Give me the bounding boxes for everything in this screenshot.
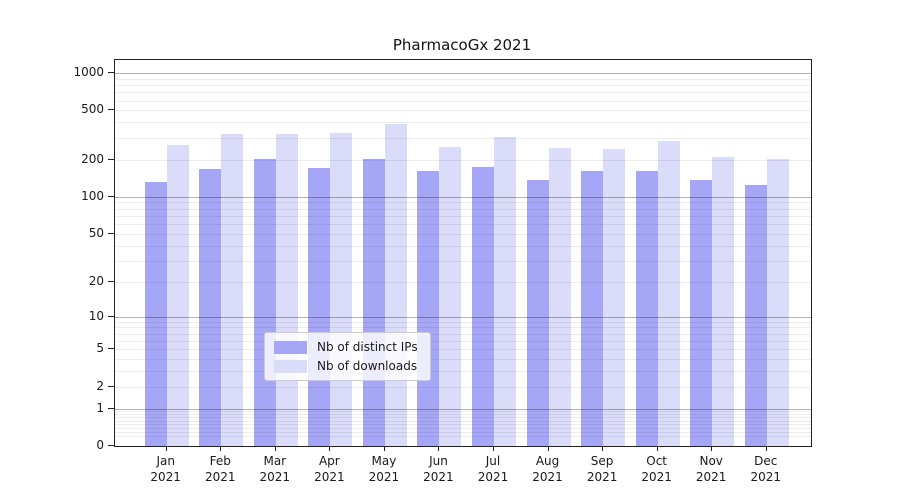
- minor-gridline: [115, 122, 811, 124]
- legend-entry: Nb of distinct IPs: [274, 340, 418, 354]
- minor-gridline: [115, 85, 811, 87]
- x-tick-mark: [329, 446, 331, 451]
- bar-downloads: [712, 156, 735, 446]
- y-tick-mark: [108, 445, 114, 446]
- y-tick-label: 5: [96, 341, 104, 356]
- bar-downloads: [439, 146, 462, 446]
- x-tick-mark: [493, 446, 494, 451]
- bar-downloads: [603, 148, 626, 446]
- minor-gridline: [115, 159, 811, 161]
- bar-distinct-ips: [253, 158, 276, 446]
- legend-label: Nb of distinct IPs: [317, 340, 418, 354]
- bar-distinct-ips: [744, 185, 767, 446]
- bar-distinct-ips: [144, 181, 167, 446]
- legend-label: Nb of downloads: [317, 359, 418, 373]
- x-tick-label: Oct 2021: [641, 454, 672, 484]
- y-tick-label: 2: [96, 378, 104, 393]
- bar-downloads: [548, 147, 571, 446]
- bar-distinct-ips: [690, 179, 713, 446]
- bar-distinct-ips: [526, 180, 549, 446]
- bar-downloads: [221, 134, 244, 446]
- y-tick-label: 200: [81, 151, 104, 166]
- x-tick-mark: [438, 446, 440, 451]
- x-tick-mark: [220, 446, 222, 451]
- bar-distinct-ips: [635, 170, 658, 446]
- x-tick-label: May 2021: [368, 454, 400, 484]
- bar-distinct-ips: [472, 166, 494, 446]
- legend-entry: Nb of downloads: [274, 359, 418, 373]
- minor-gridline: [115, 100, 811, 102]
- bar-distinct-ips: [417, 171, 440, 446]
- x-tick-mark: [274, 446, 276, 451]
- y-tick-label: 1: [96, 400, 104, 415]
- x-tick-label: Jul 2021: [477, 454, 509, 484]
- chart-title: PharmacoGx 2021: [392, 36, 532, 54]
- bar-distinct-ips: [308, 167, 331, 446]
- bar-distinct-ips: [199, 169, 222, 446]
- bar-downloads: [494, 137, 516, 446]
- legend: Nb of distinct IPs Nb of downloads: [264, 332, 431, 381]
- y-tick-label: 0: [96, 438, 104, 452]
- bar-distinct-ips: [362, 158, 385, 446]
- y-tick-mark: [108, 195, 114, 197]
- x-tick-label: Feb 2021: [204, 454, 236, 484]
- y-tick-mark: [108, 109, 114, 111]
- x-tick-label: Mar 2021: [259, 454, 291, 484]
- bar-downloads: [275, 133, 298, 446]
- y-tick-mark: [108, 385, 114, 387]
- legend-swatch: [274, 340, 307, 354]
- bar-downloads: [384, 123, 407, 446]
- x-tick-mark: [656, 446, 658, 451]
- y-tick-mark: [108, 72, 114, 74]
- y-tick-mark: [108, 407, 114, 409]
- x-tick-label: Jan 2021: [150, 454, 181, 484]
- bar-distinct-ips: [581, 171, 604, 446]
- bar-downloads: [766, 158, 789, 446]
- bar-downloads: [330, 132, 353, 446]
- x-tick-mark: [711, 446, 713, 451]
- bar-downloads: [166, 144, 189, 446]
- x-tick-mark: [602, 446, 604, 451]
- minor-gridline: [115, 110, 811, 112]
- y-tick-mark: [108, 280, 114, 282]
- minor-gridline: [115, 92, 811, 94]
- x-tick-mark: [383, 446, 385, 451]
- y-tick-label: 500: [81, 102, 104, 117]
- x-tick-label: Apr 2021: [314, 454, 345, 484]
- bar-downloads: [657, 140, 680, 446]
- x-tick-label: Sep 2021: [586, 454, 618, 484]
- y-tick-mark: [108, 348, 114, 350]
- plot-area: [114, 59, 812, 447]
- legend-swatch: [274, 359, 307, 373]
- y-tick-mark: [108, 158, 114, 160]
- y-tick-mark: [108, 315, 114, 317]
- x-tick-label: Aug 2021: [532, 454, 563, 484]
- x-tick-mark: [765, 446, 767, 451]
- minor-gridline: [115, 78, 811, 80]
- x-tick-mark: [165, 446, 167, 451]
- y-tick-label: 100: [81, 188, 104, 203]
- x-tick-mark: [547, 446, 549, 451]
- x-tick-label: Jun 2021: [423, 454, 454, 484]
- y-tick-label: 20: [88, 273, 104, 288]
- x-tick-label: Dec 2021: [750, 454, 782, 484]
- y-tick-label: 10: [88, 308, 104, 323]
- x-tick-label: Nov 2021: [695, 454, 727, 484]
- y-tick-label: 1000: [73, 65, 104, 80]
- minor-gridline: [115, 137, 811, 139]
- y-tick-mark: [108, 232, 114, 234]
- major-gridline: [115, 73, 811, 75]
- y-tick-label: 50: [88, 225, 104, 240]
